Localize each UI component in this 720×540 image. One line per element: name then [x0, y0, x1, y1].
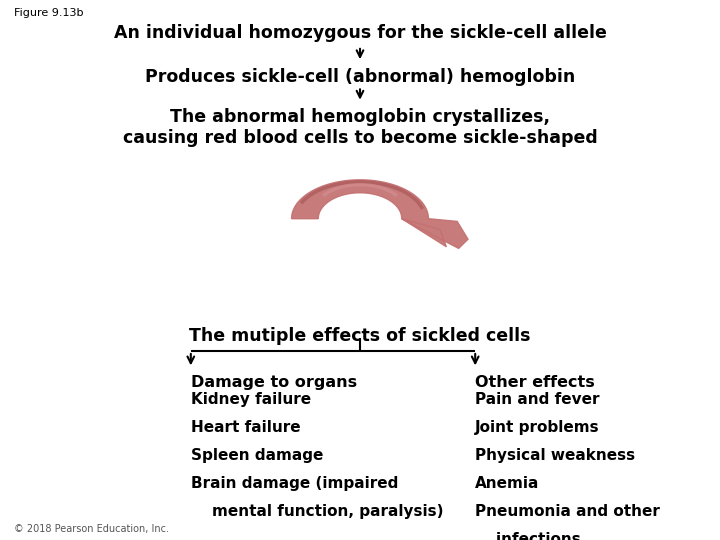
Text: Anemia: Anemia: [475, 476, 539, 491]
Text: Spleen damage: Spleen damage: [191, 448, 323, 463]
Text: The abnormal hemoglobin crystallizes,
causing red blood cells to become sickle-s: The abnormal hemoglobin crystallizes, ca…: [122, 108, 598, 147]
Text: © 2018 Pearson Education, Inc.: © 2018 Pearson Education, Inc.: [14, 523, 169, 534]
Text: Other effects: Other effects: [475, 375, 595, 390]
Text: Physical weakness: Physical weakness: [475, 448, 635, 463]
Text: Pneumonia and other: Pneumonia and other: [475, 504, 660, 519]
Text: Damage to organs: Damage to organs: [191, 375, 357, 390]
Text: Joint problems: Joint problems: [475, 420, 600, 435]
Text: An individual homozygous for the sickle-cell allele: An individual homozygous for the sickle-…: [114, 24, 606, 42]
Text: The mutiple effects of sickled cells: The mutiple effects of sickled cells: [189, 327, 531, 345]
Polygon shape: [292, 180, 468, 248]
Text: infections: infections: [475, 532, 581, 540]
Text: Heart failure: Heart failure: [191, 420, 300, 435]
Text: Pain and fever: Pain and fever: [475, 392, 600, 407]
Text: Kidney failure: Kidney failure: [191, 392, 311, 407]
Text: Produces sickle-cell (abnormal) hemoglobin: Produces sickle-cell (abnormal) hemoglob…: [145, 68, 575, 85]
Text: Figure 9.13b: Figure 9.13b: [14, 8, 84, 18]
Text: Brain damage (impaired: Brain damage (impaired: [191, 476, 398, 491]
Text: mental function, paralysis): mental function, paralysis): [191, 504, 444, 519]
